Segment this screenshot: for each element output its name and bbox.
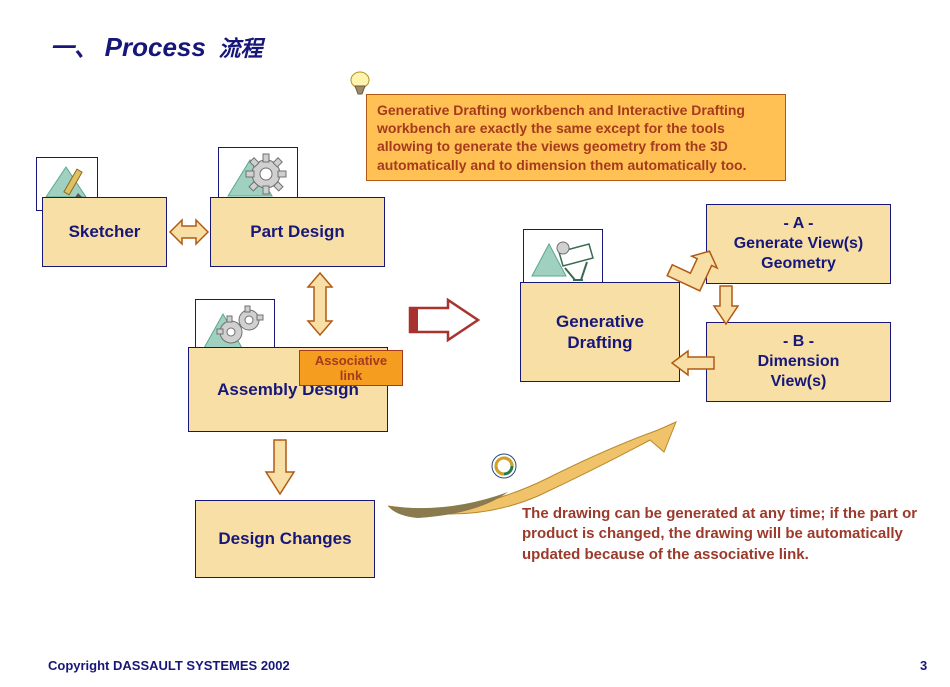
page-title: 一、 Process 流程 [50, 28, 263, 63]
arrow-to-a [668, 246, 714, 294]
assoc-text: Associative link [315, 353, 387, 383]
box-b-label: - B - Dimension View(s) [758, 332, 840, 392]
double-arrow-v [304, 273, 336, 335]
partdesign-label: Part Design [250, 221, 344, 242]
body-text: The drawing can be generated at any time… [522, 504, 932, 565]
title-main: Process [105, 32, 206, 62]
info-text: Generative Drafting workbench and Intera… [377, 102, 747, 173]
changes-node: Design Changes [195, 500, 375, 578]
box-a-label: - A - Generate View(s) Geometry [734, 214, 864, 274]
down-arrow [264, 440, 296, 494]
gendraft-label: Generative Drafting [556, 311, 644, 354]
drafting-board-icon [529, 234, 597, 284]
box-a-node: - A - Generate View(s) Geometry [706, 204, 891, 284]
page-number-text: 3 [920, 658, 927, 673]
partdesign-node: Part Design [210, 197, 385, 267]
arrow-b-to-gendraft [672, 350, 714, 376]
big-right-arrow [404, 298, 480, 342]
box-b-node: - B - Dimension View(s) [706, 322, 891, 402]
assoc-label: Associative link [299, 350, 403, 386]
info-box: Generative Drafting workbench and Intera… [366, 94, 786, 181]
sketcher-label: Sketcher [69, 221, 141, 242]
swirl-icon [490, 452, 518, 480]
body-text-content: The drawing can be generated at any time… [522, 505, 917, 563]
double-arrow-h [170, 216, 208, 248]
arrow-a-to-b [712, 286, 740, 324]
page-number: 3 [920, 658, 927, 673]
gendraft-icon-tile [523, 229, 603, 289]
changes-label: Design Changes [218, 528, 351, 549]
title-prefix: 一、 [50, 35, 98, 62]
copyright: Copyright DASSAULT SYSTEMES 2002 [48, 658, 290, 673]
gendraft-node: Generative Drafting [520, 282, 680, 382]
copyright-text: Copyright DASSAULT SYSTEMES 2002 [48, 658, 290, 673]
title-suffix: 流程 [219, 36, 263, 61]
sketcher-node: Sketcher [42, 197, 167, 267]
